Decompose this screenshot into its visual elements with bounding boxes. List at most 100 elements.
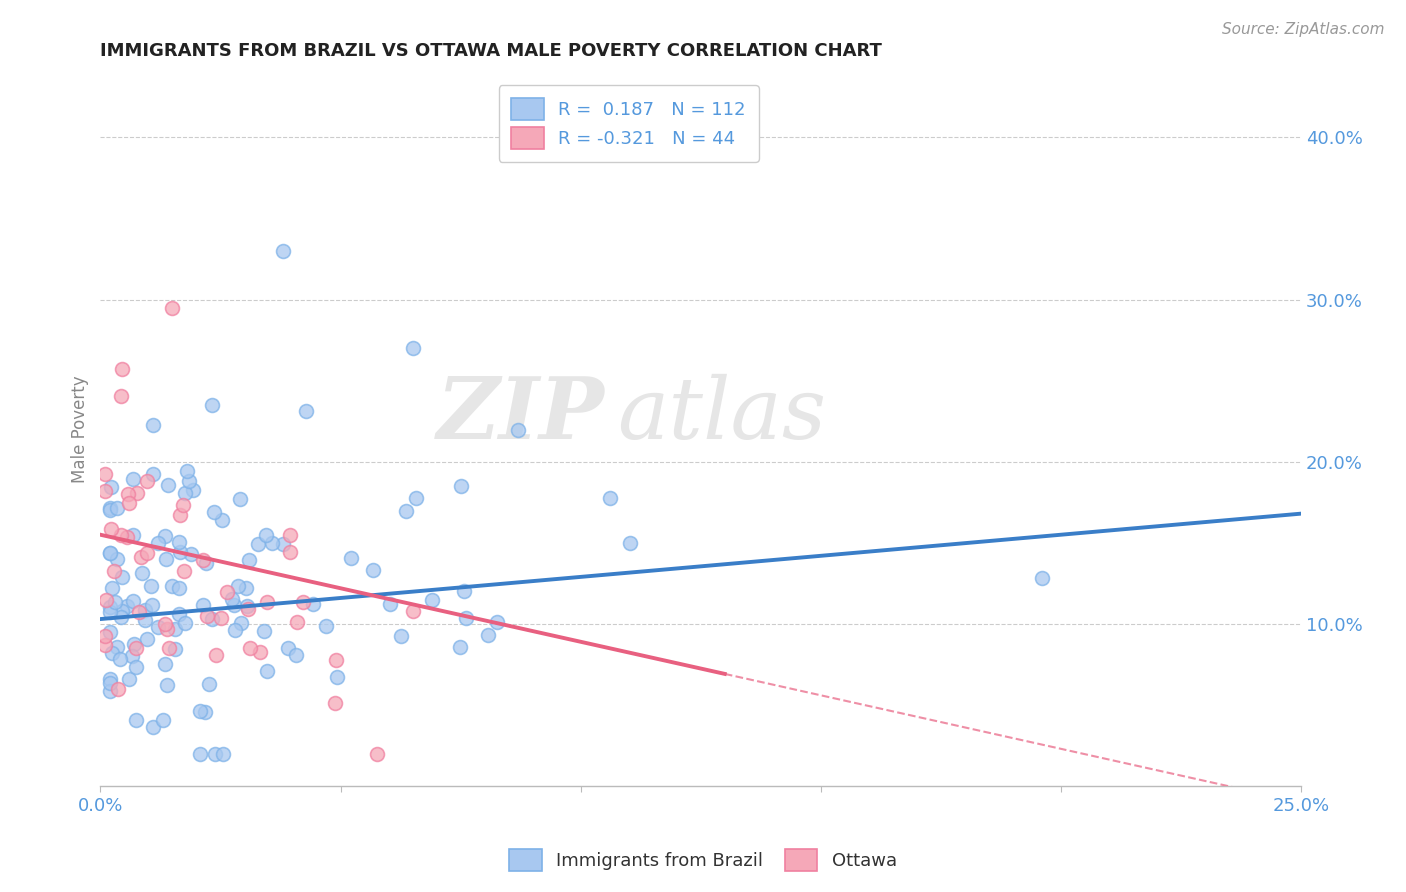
Point — [98, 606, 121, 620]
Point — [111, 604, 134, 618]
Point — [212, 747, 235, 761]
Point — [174, 615, 197, 630]
Point — [401, 605, 423, 619]
Point — [128, 605, 150, 619]
Point — [146, 536, 169, 550]
Point — [194, 705, 217, 719]
Point — [249, 645, 271, 659]
Point — [454, 611, 477, 625]
Point — [107, 682, 129, 697]
Point — [221, 591, 243, 606]
Point — [224, 623, 246, 637]
Point — [253, 624, 276, 639]
Point — [226, 579, 249, 593]
Point — [121, 472, 143, 486]
Point — [449, 640, 471, 655]
Point — [117, 530, 139, 544]
Point — [98, 503, 121, 517]
Point — [204, 747, 226, 761]
Point — [105, 552, 128, 566]
Point — [1031, 571, 1053, 585]
Point — [256, 595, 278, 609]
Point — [236, 601, 259, 615]
Point — [156, 623, 179, 637]
Point — [167, 535, 190, 549]
Point — [162, 301, 184, 315]
Point — [176, 464, 198, 478]
Point — [395, 504, 418, 518]
Point — [124, 637, 146, 651]
Point — [260, 536, 283, 550]
Point — [131, 566, 153, 581]
Point — [420, 593, 443, 607]
Point — [172, 499, 194, 513]
Point — [121, 649, 143, 664]
Point — [111, 362, 134, 376]
Point — [98, 600, 121, 615]
Point — [325, 653, 347, 667]
Point — [177, 474, 200, 488]
Point — [98, 683, 121, 698]
Point — [453, 583, 475, 598]
Point — [141, 598, 163, 612]
Point — [450, 479, 472, 493]
Point — [135, 474, 157, 488]
Point — [107, 640, 129, 655]
Point — [188, 747, 211, 761]
Point — [105, 501, 128, 516]
Point — [239, 641, 262, 656]
Point — [361, 563, 384, 577]
Point — [169, 508, 191, 522]
Point — [117, 487, 139, 501]
Point — [165, 622, 187, 636]
Legend: Immigrants from Brazil, Ottawa: Immigrants from Brazil, Ottawa — [502, 842, 904, 879]
Point — [301, 597, 323, 611]
Point — [98, 676, 121, 690]
Point — [295, 404, 318, 418]
Point — [339, 550, 361, 565]
Point — [142, 720, 165, 734]
Point — [110, 389, 132, 403]
Point — [326, 670, 349, 684]
Point — [115, 599, 138, 613]
Point — [211, 513, 233, 527]
Point — [169, 545, 191, 559]
Point — [94, 483, 117, 498]
Point — [325, 696, 347, 710]
Point — [94, 638, 117, 652]
Point — [160, 579, 183, 593]
Point — [209, 611, 232, 625]
Point — [110, 610, 132, 624]
Point — [134, 613, 156, 627]
Point — [378, 597, 401, 611]
Point — [292, 595, 315, 609]
Point — [153, 617, 176, 632]
Text: Source: ZipAtlas.com: Source: ZipAtlas.com — [1222, 22, 1385, 37]
Point — [101, 582, 124, 596]
Point — [277, 640, 299, 655]
Point — [508, 423, 530, 437]
Point — [278, 528, 301, 542]
Point — [111, 569, 134, 583]
Point — [100, 522, 122, 536]
Point — [163, 641, 186, 656]
Point — [146, 620, 169, 634]
Point — [181, 483, 204, 497]
Point — [315, 619, 337, 633]
Point — [125, 641, 148, 656]
Point — [188, 704, 211, 718]
Point — [98, 546, 121, 560]
Point — [389, 629, 412, 643]
Point — [236, 599, 259, 613]
Point — [201, 612, 224, 626]
Text: IMMIGRANTS FROM BRAZIL VS OTTAWA MALE POVERTY CORRELATION CHART: IMMIGRANTS FROM BRAZIL VS OTTAWA MALE PO… — [100, 42, 882, 60]
Point — [167, 581, 190, 595]
Point — [98, 673, 121, 687]
Point — [100, 480, 122, 494]
Point — [278, 544, 301, 558]
Point — [125, 714, 148, 728]
Point — [366, 747, 388, 761]
Legend: R =  0.187   N = 112, R = -0.321   N = 44: R = 0.187 N = 112, R = -0.321 N = 44 — [499, 85, 759, 161]
Point — [152, 714, 174, 728]
Point — [287, 615, 309, 629]
